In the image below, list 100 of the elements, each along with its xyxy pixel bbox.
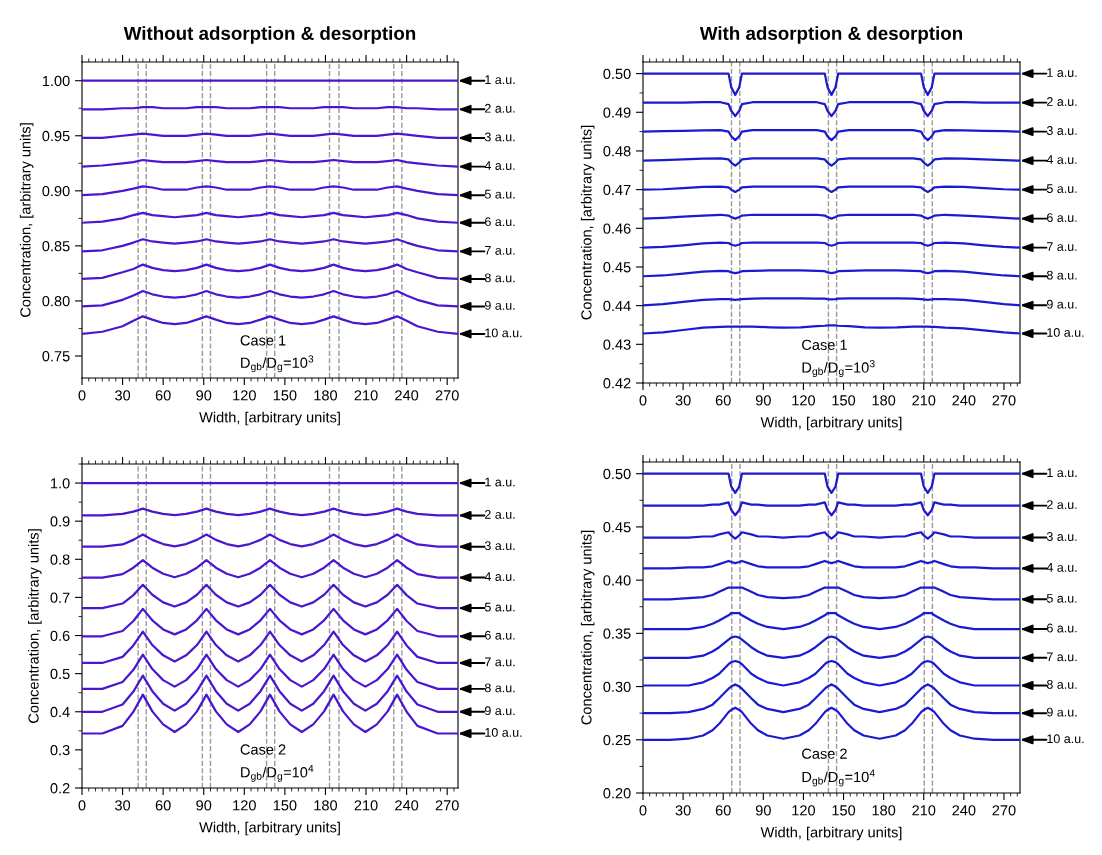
annotation: Case 2 — [240, 744, 286, 755]
x-tick-label: 90 — [196, 800, 212, 811]
text: 10 a.u. — [1047, 734, 1084, 744]
y-tick-label: 0.45 — [603, 262, 631, 273]
x-axis-title: Width, [arbitrary units] — [760, 416, 902, 431]
y-tick-label: 0.47 — [603, 184, 631, 196]
x-tick-label: 270 — [992, 805, 1016, 816]
y-tick-label: 0.3 — [50, 744, 70, 756]
y-tick-label: 0.8 — [50, 554, 70, 565]
x-tick-label: 0 — [639, 805, 647, 816]
y-tick-label: 0.43 — [603, 339, 631, 350]
y-tick-label: 0.2 — [50, 783, 70, 794]
x-tick-label: 180 — [872, 805, 896, 816]
text: 10 a.u. — [1047, 328, 1084, 337]
text: 1 a.u. — [1047, 468, 1077, 478]
x-tick-label: 150 — [273, 800, 297, 811]
text: 9 a.u. — [484, 706, 515, 716]
text: 6 a.u. — [485, 630, 515, 640]
text: 7 a.u. — [1047, 652, 1077, 662]
annotation: D$_{gb}$/D$_{g}$=10$^{4}$ — [802, 769, 875, 787]
text: 5 a.u. — [1046, 593, 1077, 603]
x-tick-label: 180 — [314, 800, 338, 811]
x-tick-label: 120 — [233, 390, 256, 401]
x-axis-title: Width, [arbitrary units] — [199, 821, 340, 836]
x-tick-label: 30 — [115, 800, 131, 811]
x-tick-label: 150 — [273, 390, 297, 401]
x-tick-label: 240 — [952, 805, 976, 816]
text: 3 a.u. — [484, 541, 515, 551]
chart-title: Without adsorption & desorption — [123, 26, 416, 44]
y-tick-label: 0.30 — [603, 681, 631, 692]
text: 10 a.u. — [485, 728, 522, 737]
text: 4 a.u. — [484, 572, 515, 581]
x-tick-label: 30 — [675, 805, 691, 816]
x-tick-label: 90 — [196, 390, 212, 401]
text: 2 a.u. — [1047, 500, 1077, 509]
text: 7 a.u. — [1047, 242, 1077, 251]
y-tick-label: 0.90 — [42, 185, 70, 197]
x-tick-label: 60 — [155, 800, 171, 811]
x-tick-label: 150 — [832, 395, 856, 406]
text: 3 a.u. — [484, 132, 515, 142]
y-axis-title: Concentration, [arbitrary units] — [580, 530, 595, 725]
text: 8 a.u. — [484, 273, 515, 283]
text: 1 a.u. — [1047, 68, 1077, 77]
text: 4 a.u. — [484, 161, 515, 170]
text: 8 a.u. — [484, 683, 515, 693]
y-tick-label: 0.6 — [50, 630, 70, 641]
y-tick-label: 0.35 — [603, 628, 631, 639]
text: 4 a.u. — [1046, 563, 1077, 572]
x-tick-label: 210 — [912, 395, 936, 406]
x-tick-label: 270 — [435, 800, 459, 811]
text: 2 a.u. — [1047, 97, 1077, 106]
y-tick-label: 0.95 — [42, 130, 70, 142]
x-tick-label: 180 — [314, 390, 338, 401]
y-tick-label: 0.20 — [603, 788, 631, 799]
text: 3 a.u. — [1046, 126, 1077, 135]
x-tick-label: 180 — [872, 395, 896, 406]
text: 5 a.u. — [484, 602, 515, 612]
x-tick-label: 210 — [912, 805, 936, 816]
y-tick-label: 1.0 — [51, 478, 70, 489]
y-tick-label: 0.50 — [603, 468, 631, 480]
text: 10 a.u. — [485, 328, 522, 338]
x-tick-label: 0 — [78, 800, 86, 811]
text: 6 a.u. — [485, 217, 515, 227]
y-tick-label: 0.9 — [50, 516, 70, 527]
y-axis-title: Concentration, [arbitrary units] — [28, 529, 42, 723]
x-tick-label: 240 — [395, 800, 419, 811]
y-tick-label: 0.40 — [603, 575, 631, 586]
x-axis-title: Width, [arbitrary units] — [760, 826, 902, 841]
annotation: Case 1 — [802, 339, 847, 350]
annotation: D$_{gb}$/D$_{g}$=10$^{4}$ — [241, 764, 314, 782]
x-tick-label: 60 — [155, 390, 171, 401]
text: 1 a.u. — [485, 75, 515, 85]
x-tick-label: 90 — [755, 395, 771, 406]
text: 9 a.u. — [1046, 707, 1077, 717]
x-tick-label: 90 — [755, 805, 771, 816]
x-tick-label: 150 — [832, 805, 856, 816]
x-tick-label: 60 — [715, 805, 731, 816]
x-tick-label: 120 — [792, 805, 816, 816]
y-tick-label: 0.4 — [50, 706, 70, 718]
y-tick-label: 0.45 — [603, 522, 631, 533]
x-tick-label: 0 — [78, 390, 86, 401]
y-tick-label: 0.48 — [603, 146, 631, 157]
text: 9 a.u. — [1046, 299, 1077, 309]
y-tick-label: 0.50 — [603, 68, 631, 80]
y-axis-title: Concentration, [arbitrary units] — [19, 123, 34, 317]
y-tick-label: 0.42 — [603, 378, 631, 389]
x-tick-label: 270 — [992, 395, 1016, 406]
annotation: D$_{gb}$/D$_{g}$=10$^{3}$ — [802, 360, 875, 377]
x-tick-label: 210 — [354, 800, 378, 811]
x-tick-label: 30 — [115, 390, 131, 401]
annotation: D$_{gb}$/D$_{g}$=10$^{3}$ — [241, 355, 314, 373]
text: 8 a.u. — [1046, 680, 1077, 689]
y-axis-title: Concentration, [arbitrary units] — [580, 125, 595, 320]
text: 5 a.u. — [484, 189, 515, 199]
text: 6 a.u. — [1047, 623, 1077, 633]
text: 4 a.u. — [1046, 155, 1077, 164]
x-tick-label: 240 — [952, 395, 976, 406]
y-tick-label: 1.00 — [42, 75, 70, 87]
x-tick-label: 60 — [715, 395, 731, 406]
x-tick-label: 270 — [435, 390, 459, 401]
